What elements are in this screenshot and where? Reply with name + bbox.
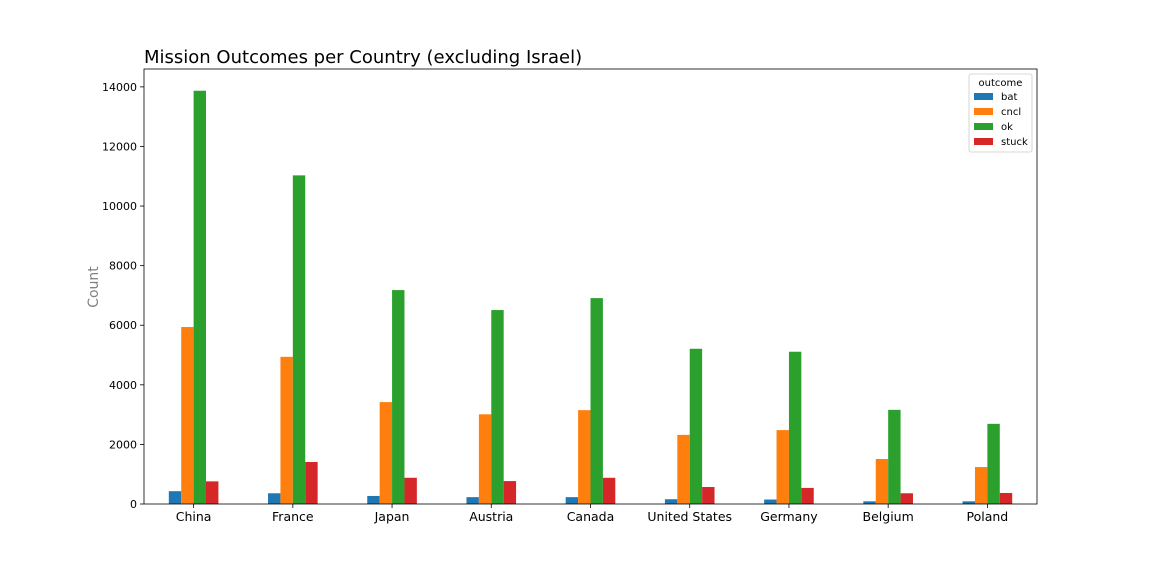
y-tick-label: 6000: [109, 319, 137, 332]
bar-ok-united-states: [689, 348, 703, 504]
legend-label-bat: bat: [1001, 92, 1017, 103]
legend-swatch-cncl: [974, 108, 993, 115]
bar-bat-france: [268, 493, 281, 504]
bar-ok-poland: [987, 423, 1000, 504]
bar-stuck-france: [305, 461, 318, 504]
legend-swatch-ok: [974, 123, 993, 130]
y-axis-label: Count: [86, 266, 102, 308]
x-axis-ticks: China France Japan Austria Canada United Stat…: [176, 504, 1009, 524]
bar-ok-belgium: [888, 409, 901, 504]
bar-cncl-germany: [776, 430, 789, 504]
legend-label-cncl: cncl: [1001, 107, 1021, 118]
bar-ok-austria: [491, 310, 504, 504]
x-tick-label: China: [176, 509, 212, 524]
bar-stuck-canada: [602, 477, 616, 504]
bar-cncl-japan: [379, 402, 393, 504]
bar-stuck-united-states: [702, 487, 715, 504]
y-tick-label: 14000: [102, 81, 137, 94]
bar-stuck-austria: [503, 481, 517, 504]
bar-stuck-poland: [999, 492, 1013, 504]
legend-swatch-bat: [974, 93, 993, 100]
x-tick-label: Japan: [374, 509, 410, 524]
chart-title: Mission Outcomes per Country (excluding …: [144, 47, 582, 68]
bar-bat-poland: [962, 501, 975, 504]
bar-bat-belgium: [863, 501, 876, 504]
bar-bat-china: [168, 491, 182, 504]
y-tick-label: 10000: [102, 200, 137, 213]
bar-bat-austria: [466, 497, 479, 504]
bar-ok-germany: [788, 351, 802, 504]
bar-stuck-china: [206, 481, 219, 504]
x-tick-label: Austria: [469, 509, 513, 524]
legend-label-ok: ok: [1001, 122, 1013, 133]
y-tick-label: 8000: [109, 260, 137, 273]
bar-ok-france: [292, 175, 306, 504]
bar-bat-germany: [764, 499, 777, 504]
legend-label-stuck: stuck: [1001, 137, 1028, 148]
x-tick-label: Belgium: [863, 509, 914, 524]
y-tick-label: 12000: [102, 140, 137, 153]
legend-items: bat cncl ok stuck: [974, 92, 1028, 148]
bars-group: [168, 90, 1013, 504]
y-tick-label: 0: [130, 498, 137, 511]
bar-cncl-france: [280, 356, 293, 504]
bar-cncl-belgium: [875, 459, 889, 504]
bar-stuck-belgium: [900, 493, 913, 504]
bar-bat-canada: [565, 497, 579, 504]
bar-cncl-united-states: [677, 434, 690, 504]
bar-bat-japan: [367, 495, 380, 504]
bar-cncl-poland: [974, 467, 988, 504]
bar-cncl-china: [181, 327, 194, 504]
y-axis-ticks: 0 2000 4000 6000 8000 10000 12000 14000: [102, 81, 144, 511]
y-tick-label: 4000: [109, 379, 137, 392]
bar-bat-united-states: [664, 499, 678, 504]
bar-stuck-germany: [801, 487, 814, 504]
x-tick-label: Poland: [967, 509, 1009, 524]
bar-stuck-japan: [404, 477, 417, 504]
x-tick-label: Germany: [760, 509, 818, 524]
legend-swatch-stuck: [974, 138, 993, 145]
x-tick-label: France: [272, 509, 314, 524]
y-tick-label: 2000: [109, 438, 137, 451]
x-tick-label: Canada: [567, 509, 615, 524]
legend: outcome bat cncl ok stuck: [968, 73, 1033, 153]
bar-ok-canada: [590, 298, 603, 504]
bar-ok-japan: [392, 290, 405, 504]
x-tick-label: United States: [647, 509, 732, 524]
bar-cncl-austria: [478, 414, 492, 504]
plot-frame: [143, 68, 1038, 505]
bar-cncl-canada: [578, 410, 591, 504]
legend-title: outcome: [979, 78, 1023, 89]
bar-ok-china: [193, 90, 207, 504]
